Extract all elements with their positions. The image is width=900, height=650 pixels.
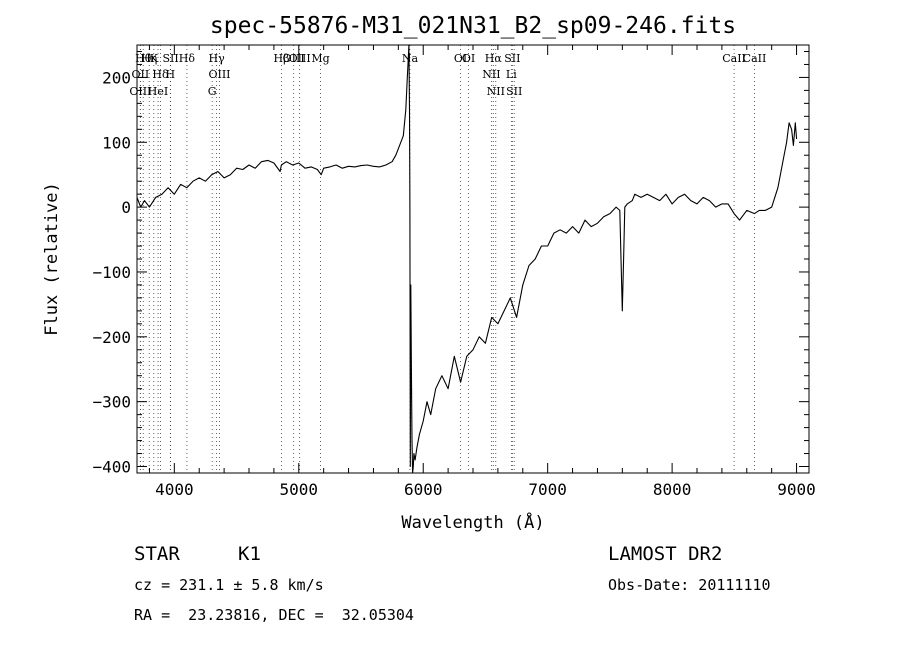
y-tick-label-1: −300: [92, 393, 131, 412]
y-axis-ticks: −400 −300 −200 −100 0 100 200: [92, 50, 809, 477]
spectrum-line: [136, 44, 798, 474]
plot-frame: [136, 44, 810, 474]
line-label-2: Hδ: [152, 68, 169, 81]
line-label-19: OI: [462, 52, 475, 65]
line-label-13: Hβ: [274, 52, 290, 65]
y-tick-label-0: −400: [92, 458, 131, 477]
y-tick-label-5: 100: [102, 133, 131, 152]
line-label-1: K: [150, 52, 159, 65]
y-tick-label-2: −200: [92, 328, 131, 347]
coordinates: RA = 23.23816, DEC = 32.05304: [134, 606, 414, 624]
line-label-10: Hγ: [209, 52, 226, 65]
line-label-22: NII: [487, 85, 505, 98]
survey-name: LAMOST DR2: [608, 543, 722, 565]
x-tick-label-1: 5000: [280, 480, 319, 499]
line-label-4: HeI: [148, 85, 168, 98]
line-label-23: SII: [504, 52, 520, 65]
y-tick-label-4: 0: [121, 198, 131, 217]
object-class: STAR: [134, 543, 180, 565]
line-label-9: Hδ: [179, 52, 196, 65]
line-label-27: CaII: [743, 52, 767, 65]
y-axis-label: Flux (relative): [42, 182, 62, 336]
line-label-14: OIII: [283, 52, 305, 65]
x-tick-label-4: 8000: [653, 480, 692, 499]
line-label-26: CaII: [722, 52, 746, 65]
y-tick-label-3: −100: [92, 263, 131, 282]
line-label-25: SII: [506, 85, 522, 98]
line-label-16: Mg: [311, 52, 329, 65]
line-label-18: OI: [454, 52, 467, 65]
line-label-6: OIII: [129, 85, 151, 98]
object-subclass: K1: [238, 543, 261, 565]
line-label-15: OIII: [289, 52, 311, 65]
x-tick-label-3: 7000: [528, 480, 567, 499]
x-tick-label-5: 9000: [777, 480, 816, 499]
chart-title: spec-55876-M31_021N31_B2_sp09-246.fits: [210, 13, 736, 39]
redshift-value: cz = 231.1 ± 5.8 km/s: [134, 576, 324, 594]
line-label-0: Hθ: [135, 52, 152, 65]
x-tick-label-0: 4000: [155, 480, 194, 499]
x-axis-label: Wavelength (Å): [401, 511, 544, 533]
x-tick-label-2: 6000: [404, 480, 443, 499]
line-label-24: Li: [506, 68, 517, 81]
line-label-21: NII: [482, 68, 500, 81]
line-label-20: Hα: [485, 52, 503, 65]
line-label-11: OIII: [208, 68, 230, 81]
line-label-5: SII: [162, 52, 178, 65]
line-label-7: Hη: [141, 52, 157, 65]
line-label-8: H: [166, 68, 176, 81]
line-label-3: OII: [132, 68, 150, 81]
line-label-12: G: [208, 85, 217, 98]
line-label-17: Na: [402, 52, 419, 65]
spectral-line-markers: [139, 45, 755, 473]
y-tick-label-6: 200: [102, 68, 131, 87]
obs-date: Obs-Date: 20111110: [608, 576, 771, 594]
x-axis-ticks: 4000 5000 6000 7000 8000 9000: [148, 45, 816, 499]
